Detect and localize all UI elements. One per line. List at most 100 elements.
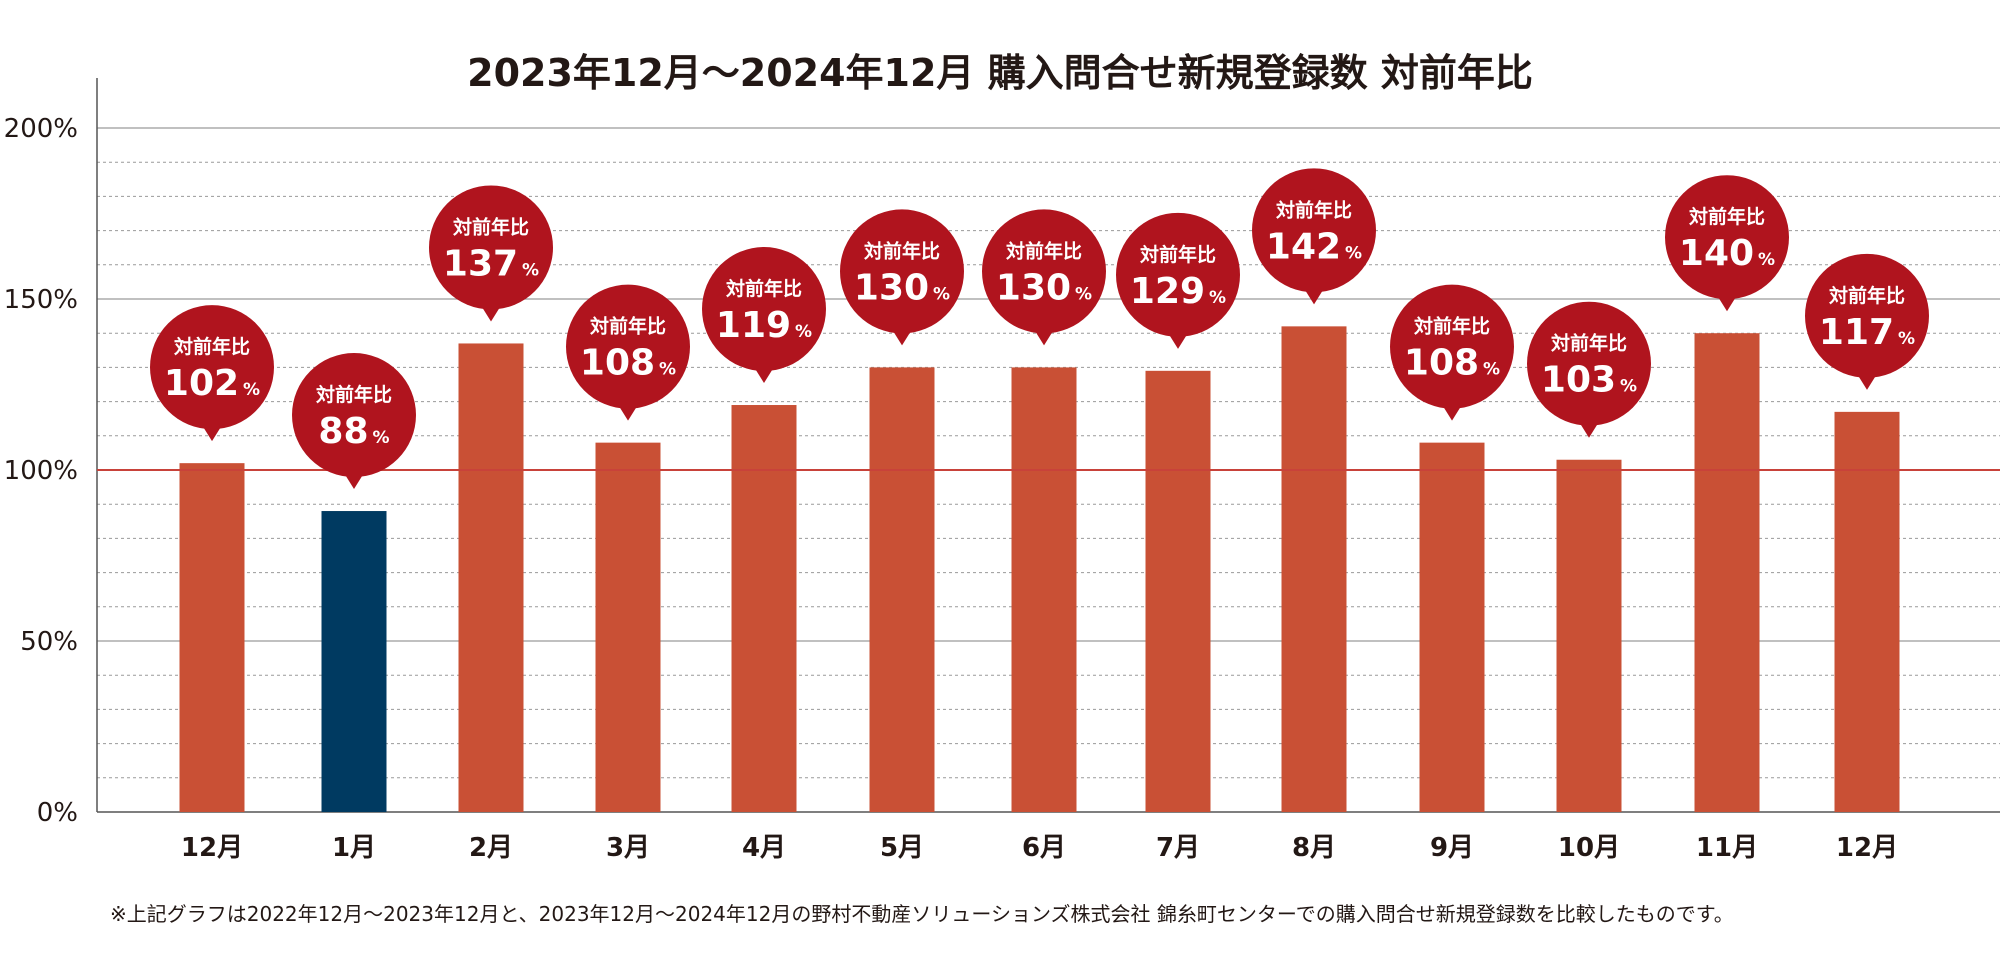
bubble-circle [1527, 301, 1651, 426]
bubble-value-unit: % [795, 322, 812, 342]
bubble-pointer [618, 404, 638, 421]
bubble-label: 対前年比 142% [1252, 168, 1376, 305]
bars [179, 326, 1900, 812]
y-tick-label: 150% [4, 285, 78, 315]
bar [321, 511, 387, 812]
bubble-pointer [481, 305, 501, 322]
x-tick-label: 9月 [1430, 833, 1474, 863]
bubble-pointer [1857, 373, 1877, 390]
bar [1011, 367, 1077, 812]
bar [1834, 411, 1900, 812]
bubble-pointer [344, 473, 364, 490]
y-tick-label: 0% [37, 798, 78, 828]
bubble-label: 対前年比 108% [1390, 284, 1514, 421]
bubble-value-unit: % [659, 360, 676, 380]
bubble-value-number: 88 [318, 411, 368, 452]
bubble-caption: 対前年比 [1275, 198, 1352, 221]
bubble-caption: 対前年比 [1688, 205, 1765, 228]
bubble-circle [566, 284, 690, 409]
bubble-circle [1116, 212, 1240, 337]
bubble-caption: 対前年比 [452, 215, 529, 238]
chart: 2023年12月～2024年12月 購入問合せ新規登録数 対前年比 0% 50% 1… [4, 51, 2000, 863]
bubble-pointer [754, 367, 774, 384]
bubble-caption: 対前年比 [1828, 284, 1905, 307]
bubble-label: 対前年比 103% [1527, 301, 1651, 438]
bar [1556, 459, 1622, 812]
bubble-caption: 対前年比 [1413, 315, 1490, 338]
bubble-value-unit: % [1898, 329, 1915, 349]
bubble-value: 130% [854, 267, 950, 308]
bubble-value: 103% [1541, 360, 1637, 401]
bubble-circle [292, 353, 416, 478]
bubble-pointer [1168, 332, 1188, 349]
bubble-value-number: 140 [1679, 233, 1754, 274]
bubble-value: 108% [580, 343, 676, 384]
x-tick-label: 8月 [1292, 833, 1336, 863]
bubble-label: 対前年比 119% [702, 247, 826, 384]
y-tick-label: 200% [4, 114, 78, 144]
bar [595, 442, 661, 812]
bubble-value: 117% [1819, 312, 1915, 353]
bar [1281, 326, 1347, 812]
bubble-label: 対前年比 88% [292, 353, 416, 490]
bubble-value-number: 130 [996, 267, 1071, 308]
bubble-circle [1805, 253, 1929, 378]
footnote: ※上記グラフは2022年12月～2023年12月と、2023年12月～2024年… [110, 902, 1734, 926]
x-tick-label: 2月 [469, 833, 513, 863]
bubble-circle [982, 209, 1106, 334]
bubble-circle [1665, 175, 1789, 300]
bubble-value: 140% [1679, 233, 1775, 274]
x-tick-label: 3月 [606, 833, 650, 863]
bubble-value-unit: % [1345, 243, 1362, 263]
bubble-label: 対前年比 129% [1116, 212, 1240, 349]
bubble-value-number: 130 [854, 267, 929, 308]
x-tick-label: 12月 [1836, 833, 1898, 863]
bubble-circle [1252, 168, 1376, 293]
bubble-caption: 対前年比 [315, 383, 392, 406]
bubble-value-unit: % [243, 380, 260, 400]
bubble-caption: 対前年比 [1550, 332, 1627, 355]
x-tick-label: 1月 [332, 833, 376, 863]
bubble-label: 対前年比 108% [566, 284, 690, 421]
y-axis: 0% 50% 100% 150% 200% [4, 78, 2000, 828]
x-tick-label: 10月 [1558, 833, 1620, 863]
x-tick-label: 6月 [1022, 833, 1066, 863]
bubble-value: 129% [1130, 271, 1226, 312]
bar [731, 405, 797, 812]
bar [1694, 333, 1760, 812]
bubble-circle [702, 247, 826, 372]
chart-title: 2023年12月～2024年12月 購入問合せ新規登録数 対前年比 [467, 51, 1533, 95]
bubble-caption: 対前年比 [589, 315, 666, 338]
bubble-label: 対前年比 102% [150, 305, 274, 442]
bubble-value-number: 117 [1819, 312, 1894, 353]
bubble-caption: 対前年比 [863, 239, 940, 262]
bubble-pointer [1442, 404, 1462, 421]
bubble-value-unit: % [1620, 377, 1637, 397]
bubble-caption: 対前年比 [173, 335, 250, 358]
bubble-value: 108% [1404, 343, 1500, 384]
bar [458, 343, 524, 812]
bubble-value-unit: % [522, 260, 539, 280]
bubble-value: 88% [318, 411, 389, 452]
bubble-value-number: 137 [443, 243, 518, 284]
bar [869, 367, 935, 812]
bubble-value-unit: % [1209, 288, 1226, 308]
bubble-pointer [202, 425, 222, 442]
bubble-circle [1390, 284, 1514, 409]
bubble-label: 対前年比 137% [429, 185, 553, 322]
bubble-pointer [1717, 295, 1737, 312]
bubble-value-number: 108 [1404, 343, 1479, 384]
bubble-label: 対前年比 130% [982, 209, 1106, 346]
x-tick-label: 7月 [1156, 833, 1200, 863]
bubble-value-number: 129 [1130, 271, 1205, 312]
bubble-circle [840, 209, 964, 334]
bubble-label: 対前年比 117% [1805, 253, 1929, 390]
bubble-value-number: 103 [1541, 360, 1616, 401]
bubble-value-number: 102 [164, 363, 239, 404]
bubble-value-number: 119 [716, 305, 791, 346]
bubble-value-unit: % [933, 284, 950, 304]
x-tick-label: 4月 [742, 833, 786, 863]
bubble-value-unit: % [1758, 250, 1775, 270]
x-tick-label: 5月 [880, 833, 924, 863]
